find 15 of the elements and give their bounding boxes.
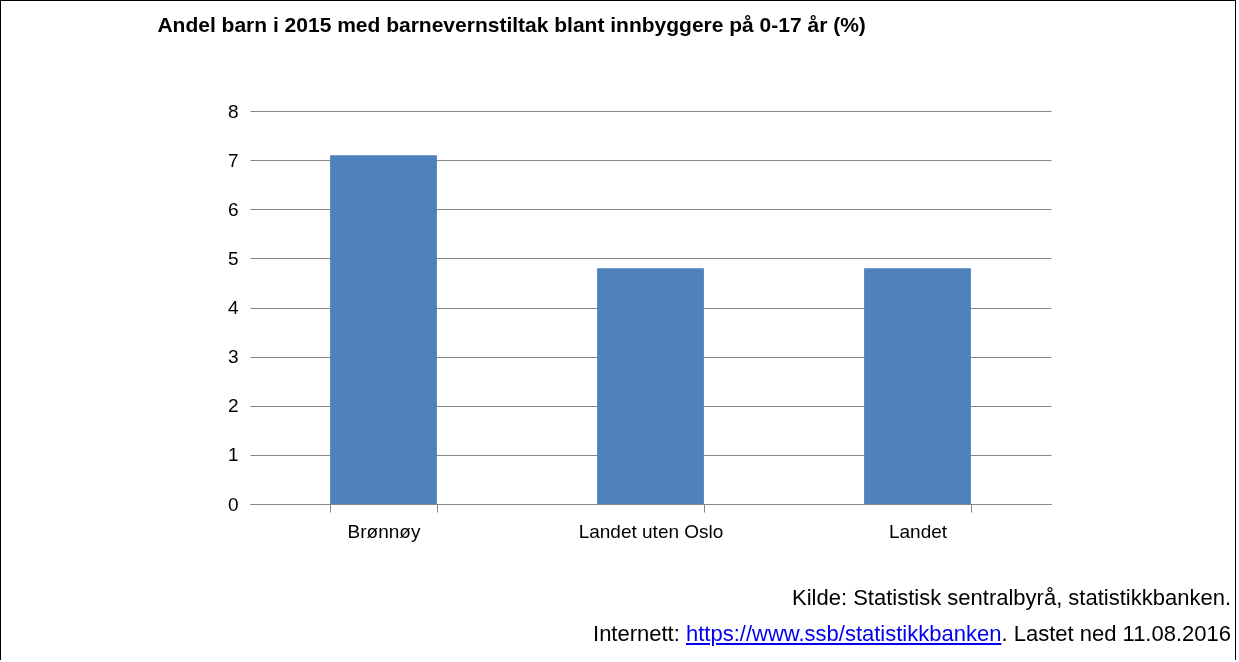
y-tick-label: 2 (227, 395, 239, 417)
chart-title: Andel barn i 2015 med barnevernstiltak blant innbyggere på 0-17 år (%) (157, 13, 866, 36)
y-tick-label: 8 (227, 100, 239, 122)
y-tick-label: 6 (227, 198, 239, 220)
y-tick-label: 0 (227, 493, 239, 515)
x-tick-label: Landet uten Oslo (578, 520, 724, 542)
y-tick-label: 4 (227, 297, 239, 318)
y-tick-label: 3 (227, 346, 239, 368)
y-tick-label: 7 (227, 149, 239, 171)
y-tick-label: 5 (227, 247, 239, 269)
text: Kilde: Statistisk sentralbyrå, statistikkbanken. (791, 584, 1231, 612)
y-tick-label: 1 (227, 444, 239, 466)
x-tick-label: Brønnøy (347, 520, 421, 542)
x-tick-label: Landet (888, 520, 948, 542)
text: Internett: https://www.ssb/statistikkbanken. Lastet ned 11.08.2016 (593, 620, 1231, 648)
